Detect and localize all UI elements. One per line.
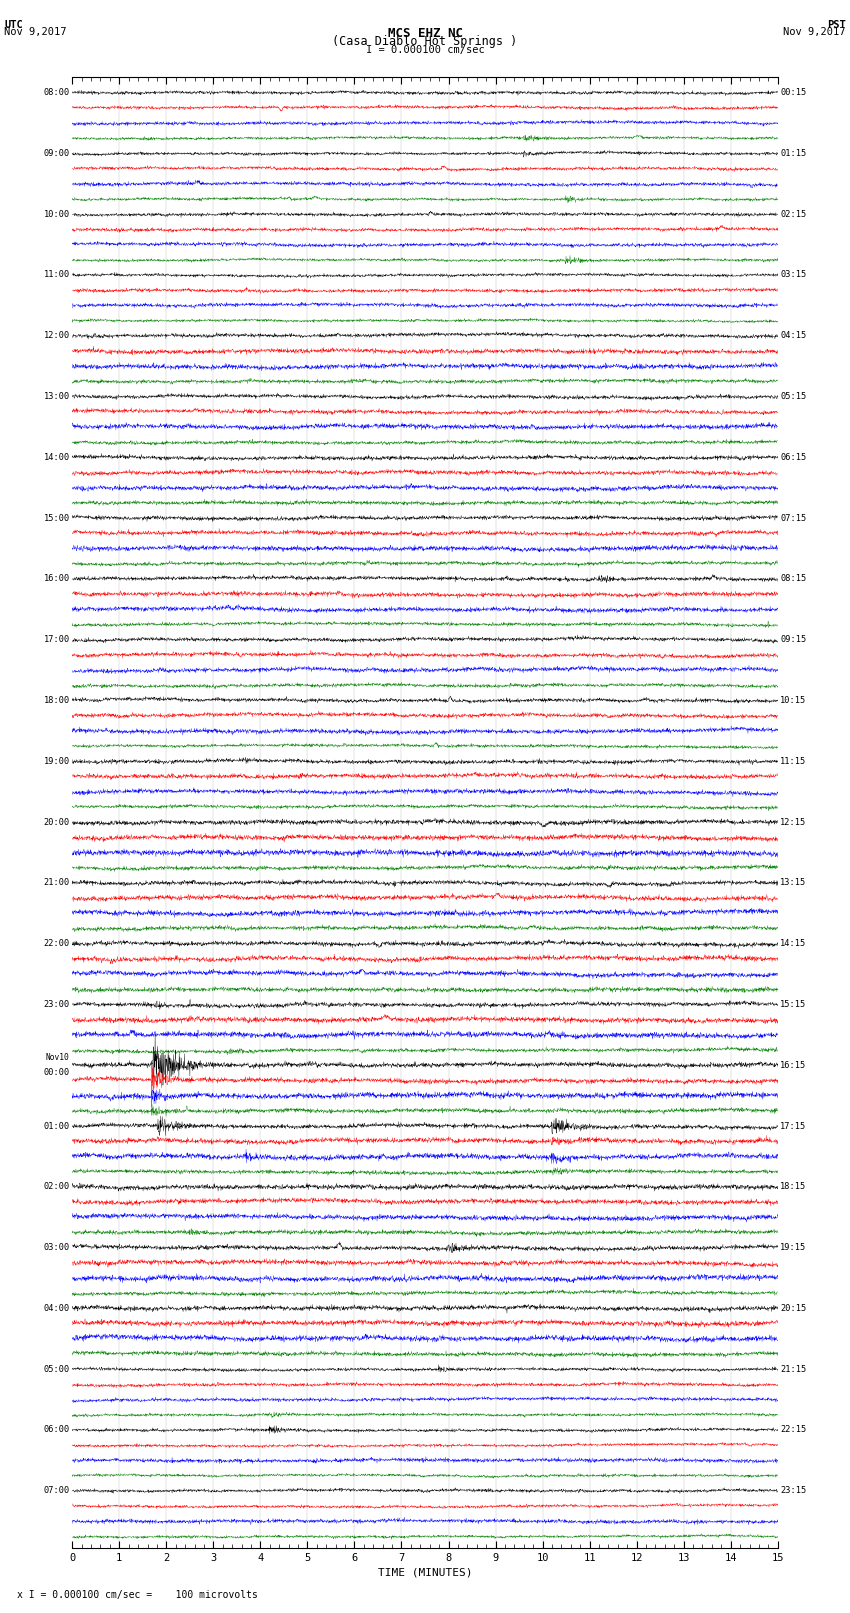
Text: x I = 0.000100 cm/sec =    100 microvolts: x I = 0.000100 cm/sec = 100 microvolts — [17, 1590, 258, 1600]
Text: 23:15: 23:15 — [780, 1486, 807, 1495]
Text: 05:00: 05:00 — [43, 1365, 70, 1374]
Text: 00:15: 00:15 — [780, 89, 807, 97]
Text: 04:00: 04:00 — [43, 1303, 70, 1313]
Text: 07:00: 07:00 — [43, 1486, 70, 1495]
Text: 04:15: 04:15 — [780, 331, 807, 340]
Text: 23:00: 23:00 — [43, 1000, 70, 1010]
Text: 13:15: 13:15 — [780, 879, 807, 887]
Text: 13:00: 13:00 — [43, 392, 70, 402]
Text: 12:15: 12:15 — [780, 818, 807, 826]
Text: 18:15: 18:15 — [780, 1182, 807, 1192]
Text: 09:15: 09:15 — [780, 636, 807, 644]
Text: 06:00: 06:00 — [43, 1426, 70, 1434]
Text: 08:15: 08:15 — [780, 574, 807, 584]
Text: 18:00: 18:00 — [43, 695, 70, 705]
Text: MCS EHZ NC: MCS EHZ NC — [388, 26, 462, 40]
Text: UTC: UTC — [4, 19, 23, 31]
Text: 21:15: 21:15 — [780, 1365, 807, 1374]
Text: 20:00: 20:00 — [43, 818, 70, 826]
Text: 21:00: 21:00 — [43, 879, 70, 887]
Text: 00:00: 00:00 — [43, 1068, 70, 1077]
Text: 10:00: 10:00 — [43, 210, 70, 219]
Text: 19:15: 19:15 — [780, 1244, 807, 1252]
Text: 15:00: 15:00 — [43, 513, 70, 523]
Text: 16:15: 16:15 — [780, 1061, 807, 1069]
Text: 05:15: 05:15 — [780, 392, 807, 402]
Text: 08:00: 08:00 — [43, 89, 70, 97]
Text: PST: PST — [827, 19, 846, 31]
Text: 17:00: 17:00 — [43, 636, 70, 644]
Text: 07:15: 07:15 — [780, 513, 807, 523]
Text: Nov10: Nov10 — [46, 1053, 70, 1061]
Text: 22:00: 22:00 — [43, 939, 70, 948]
Text: 11:00: 11:00 — [43, 271, 70, 279]
Text: 11:15: 11:15 — [780, 756, 807, 766]
Text: 02:15: 02:15 — [780, 210, 807, 219]
Text: 09:00: 09:00 — [43, 148, 70, 158]
Text: 12:00: 12:00 — [43, 331, 70, 340]
Text: 16:00: 16:00 — [43, 574, 70, 584]
Text: (Casa Diablo Hot Springs ): (Casa Diablo Hot Springs ) — [332, 35, 518, 48]
Text: 01:15: 01:15 — [780, 148, 807, 158]
Text: 03:00: 03:00 — [43, 1244, 70, 1252]
Text: 02:00: 02:00 — [43, 1182, 70, 1192]
Text: 10:15: 10:15 — [780, 695, 807, 705]
Text: 20:15: 20:15 — [780, 1303, 807, 1313]
Text: Nov 9,2017: Nov 9,2017 — [783, 27, 846, 37]
Text: 19:00: 19:00 — [43, 756, 70, 766]
Text: 22:15: 22:15 — [780, 1426, 807, 1434]
Text: 06:15: 06:15 — [780, 453, 807, 461]
Text: 15:15: 15:15 — [780, 1000, 807, 1010]
Text: 01:00: 01:00 — [43, 1121, 70, 1131]
Text: 03:15: 03:15 — [780, 271, 807, 279]
Text: Nov 9,2017: Nov 9,2017 — [4, 27, 67, 37]
Text: I = 0.000100 cm/sec: I = 0.000100 cm/sec — [366, 45, 484, 55]
X-axis label: TIME (MINUTES): TIME (MINUTES) — [377, 1568, 473, 1578]
Text: 14:15: 14:15 — [780, 939, 807, 948]
Text: 14:00: 14:00 — [43, 453, 70, 461]
Text: 17:15: 17:15 — [780, 1121, 807, 1131]
